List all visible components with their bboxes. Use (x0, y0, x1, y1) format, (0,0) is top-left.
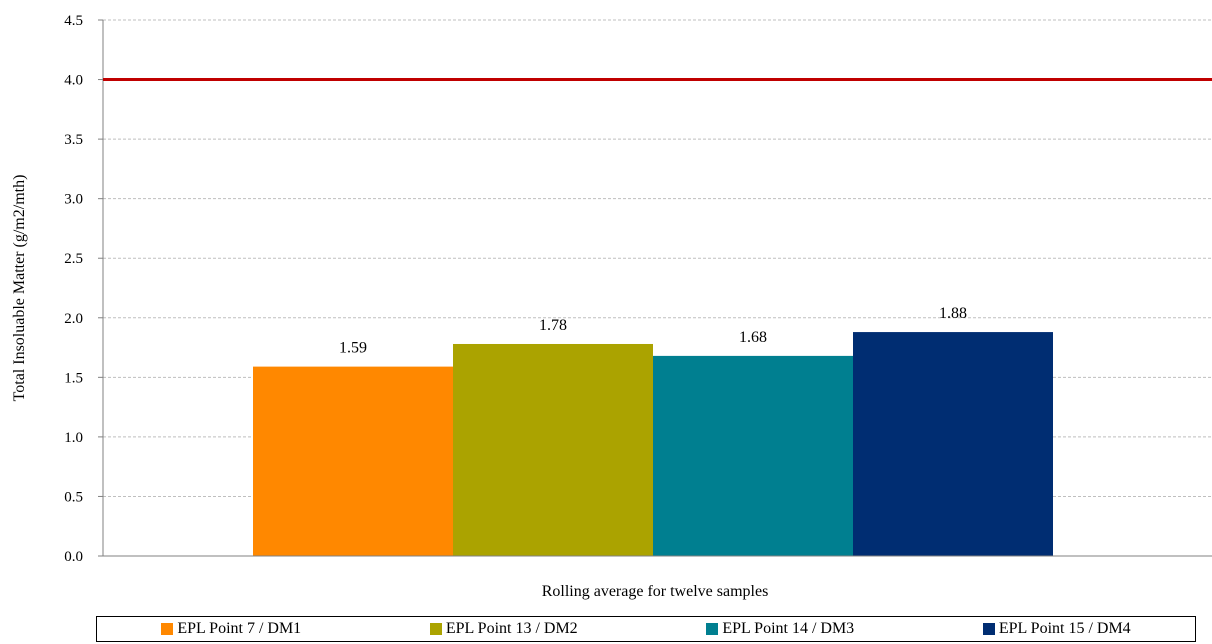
y-tick-label: 3.5 (64, 132, 83, 148)
y-tick-label: 2.0 (64, 311, 83, 327)
legend-item: EPL Point 14 / DM3 (706, 620, 854, 638)
y-axis-ticks: 0.0 0.5 1.0 1.5 2.0 2.5 3.0 3.5 4.0 4.5 (64, 13, 104, 565)
x-axis-title: Rolling average for twelve samples (542, 583, 769, 600)
bar (253, 366, 453, 556)
legend-label: EPL Point 14 / DM3 (722, 620, 855, 637)
bar (653, 355, 853, 556)
bars (253, 332, 1053, 556)
y-tick-label: 1.0 (64, 430, 83, 446)
y-tick-label: 4.0 (64, 73, 83, 89)
legend-swatch (429, 623, 442, 635)
legend-item: EPL Point 15 / DM4 (982, 620, 1131, 638)
legend-item: EPL Point 7 / DM1 (161, 620, 301, 638)
y-tick-label: 2.5 (64, 251, 83, 267)
legend-label: EPL Point 7 / DM1 (177, 620, 302, 637)
y-tick-label: 3.0 (64, 192, 83, 208)
y-tick-label: 4.5 (64, 13, 83, 29)
legend: EPL Point 7 / DM1 EPL Point 13 / DM2 EPL P… (96, 616, 1196, 642)
y-tick-label: 1.5 (64, 370, 83, 386)
bar (453, 343, 653, 556)
y-tick-label: 0.0 (64, 549, 83, 565)
legend-swatch (161, 623, 174, 635)
data-label: 1.78 (539, 317, 567, 334)
legend-item: EPL Point 13 / DM2 (429, 620, 578, 638)
data-labels: 1.59 1.78 1.68 1.88 (339, 305, 967, 357)
bar (853, 332, 1053, 556)
y-tick-label: 0.5 (64, 489, 83, 505)
legend-label: EPL Point 15 / DM4 (998, 620, 1131, 637)
legend-swatch (706, 623, 719, 635)
data-label: 1.88 (939, 305, 967, 322)
legend-label: EPL Point 13 / DM2 (445, 620, 578, 637)
legend-swatch (982, 623, 995, 635)
data-label: 1.59 (339, 340, 367, 357)
y-axis-title: Total Insoluable Matter (g/m2/mth) (11, 175, 28, 402)
data-label: 1.68 (739, 329, 767, 346)
